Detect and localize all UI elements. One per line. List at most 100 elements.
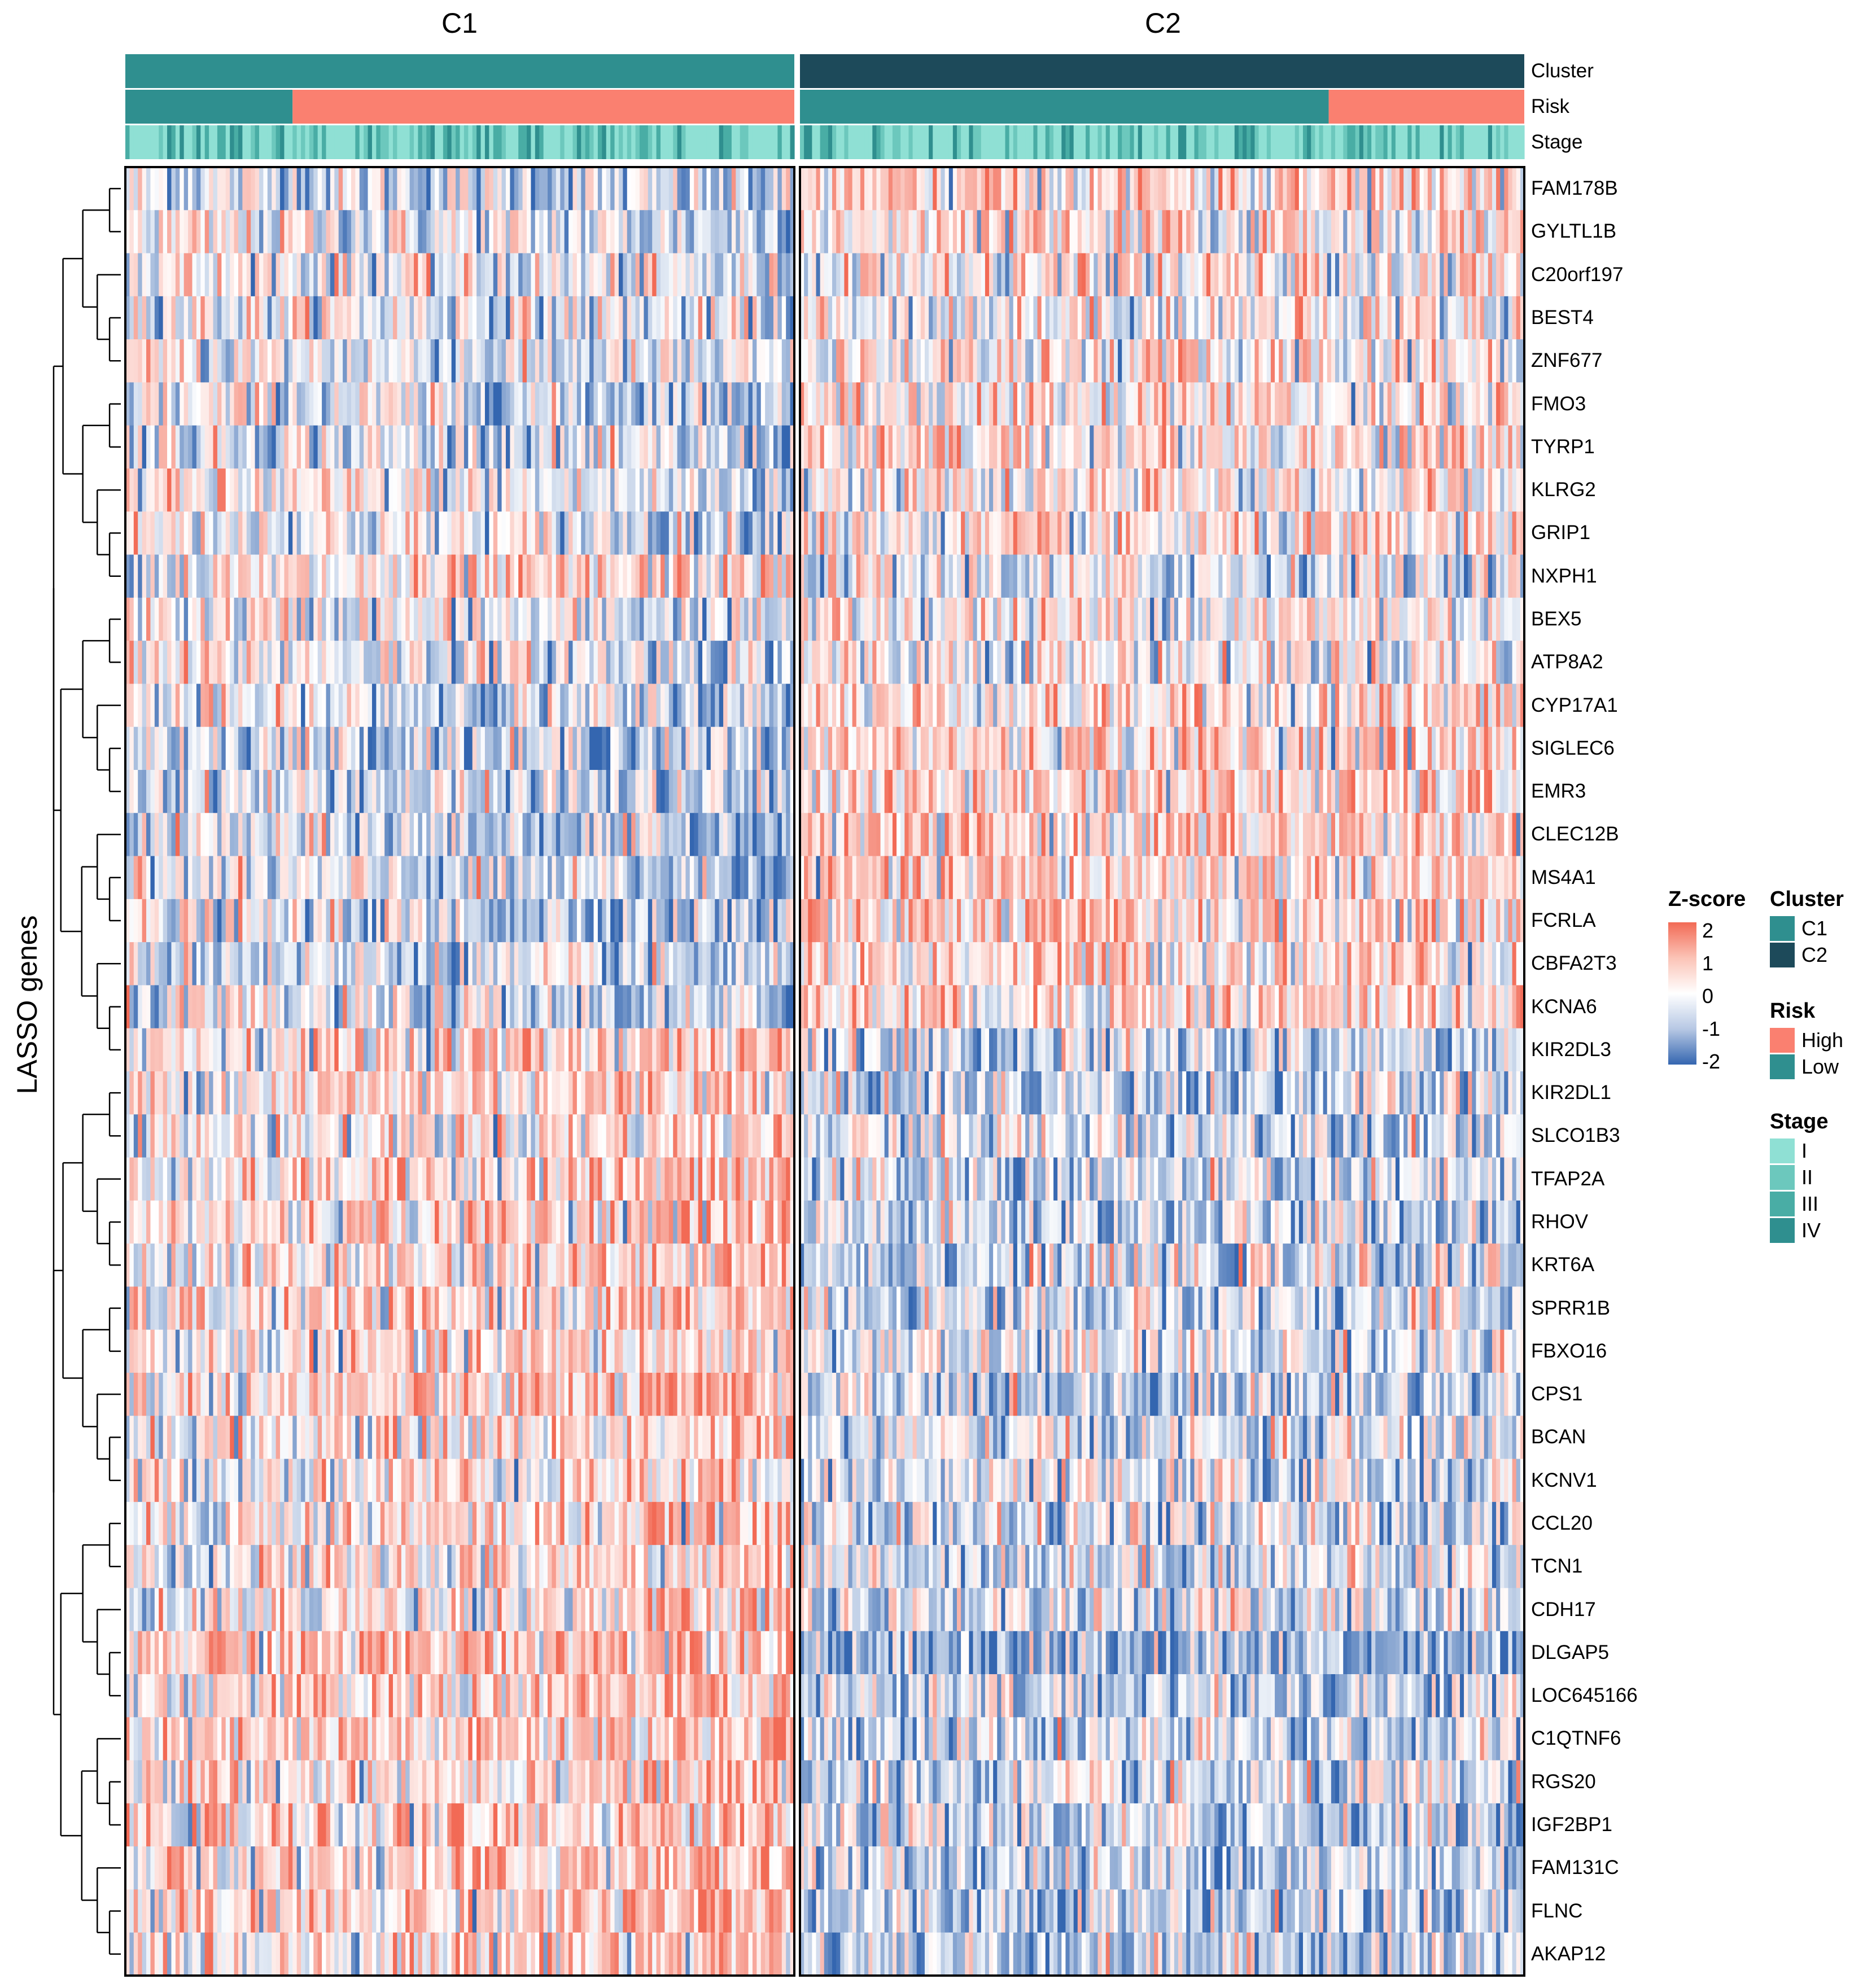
heatmap-cell <box>292 511 298 555</box>
stage-track-cell <box>1262 125 1267 159</box>
heatmap-cell <box>242 1329 247 1373</box>
heatmap-cell <box>275 641 281 685</box>
heatmap-cell <box>301 813 306 857</box>
heatmap-cell <box>163 1114 168 1158</box>
heatmap-cell <box>426 253 431 297</box>
heatmap-cell <box>447 813 452 857</box>
stage-track-cell <box>347 125 352 159</box>
heatmap-cell <box>183 985 189 1029</box>
heatmap-cell <box>188 1114 193 1158</box>
stage-track-cell <box>401 125 406 159</box>
heatmap-cell <box>585 726 590 770</box>
heatmap-cell <box>476 641 482 685</box>
heatmap-cell <box>685 511 690 555</box>
heatmap-cell <box>347 899 352 943</box>
heatmap-cell <box>602 511 607 555</box>
heatmap-cell <box>597 684 602 728</box>
heatmap-cell <box>347 1071 352 1115</box>
heatmap-cell <box>338 1286 343 1330</box>
heatmap-cell <box>242 641 247 685</box>
heatmap-cell <box>251 856 256 900</box>
heatmap-cell <box>476 382 482 426</box>
heatmap-cell <box>435 684 440 728</box>
heatmap-cell <box>213 511 218 555</box>
heatmap-cell <box>133 1329 138 1373</box>
heatmap-cell <box>355 425 360 469</box>
heatmap-cell <box>786 1071 791 1115</box>
stage-track-cell <box>576 125 581 159</box>
heatmap-cell <box>275 1157 281 1201</box>
heatmap-cell <box>259 899 264 943</box>
heatmap-cell <box>384 1329 390 1373</box>
heatmap-cell <box>313 684 318 728</box>
heatmap-cell <box>343 770 348 813</box>
heatmap-cell <box>501 770 506 813</box>
heatmap-cell <box>259 511 264 555</box>
heatmap-cell <box>581 899 586 943</box>
heatmap-cell <box>196 253 201 297</box>
heatmap-cell <box>677 210 682 254</box>
stage-track-cell <box>1065 125 1070 159</box>
heatmap-cell <box>272 942 277 986</box>
heatmap-cell <box>154 167 159 211</box>
heatmap-cell <box>200 597 205 641</box>
heatmap-cell <box>493 684 498 728</box>
heatmap-cell <box>576 899 581 943</box>
heatmap-cell <box>652 813 657 857</box>
heatmap-cell <box>138 1373 143 1416</box>
heatmap-cell <box>217 1071 222 1115</box>
heatmap-cell <box>397 382 402 426</box>
heatmap-cell <box>463 210 469 254</box>
heatmap-cell <box>368 770 373 813</box>
heatmap-cell <box>493 511 498 555</box>
heatmap-cell <box>790 942 795 986</box>
heatmap-cell <box>468 1028 473 1072</box>
heatmap-cell <box>146 425 151 469</box>
heatmap-cell <box>343 468 348 512</box>
heatmap-cell <box>376 942 381 986</box>
heatmap-cell <box>364 425 369 469</box>
heatmap-cell <box>435 210 440 254</box>
heatmap-cell <box>213 554 218 598</box>
heatmap-cell <box>146 468 151 512</box>
heatmap-cell <box>183 554 189 598</box>
heatmap-cell <box>138 1243 143 1288</box>
heatmap-cell <box>585 1071 590 1115</box>
heatmap-cell <box>355 1157 360 1201</box>
heatmap-cell <box>288 1028 293 1072</box>
heatmap-cell <box>522 253 527 297</box>
heatmap-cell <box>531 770 536 813</box>
heatmap-cell <box>639 1157 644 1201</box>
heatmap-cell <box>414 899 419 943</box>
stage-track-cell <box>1202 125 1207 159</box>
heatmap-cell <box>593 1329 598 1373</box>
heatmap-cell <box>769 1028 774 1072</box>
heatmap-cell <box>606 468 611 512</box>
heatmap-cell <box>644 554 649 598</box>
heatmap-cell <box>317 511 322 555</box>
heatmap-cell <box>510 641 515 685</box>
heatmap-cell <box>522 899 527 943</box>
heatmap-cell <box>694 942 699 986</box>
heatmap-cell <box>167 597 172 641</box>
heatmap-cell <box>263 597 268 641</box>
heatmap-cell <box>393 1071 398 1115</box>
stage-track-cell <box>1013 125 1018 159</box>
stage-track-cell <box>860 125 865 159</box>
heatmap-cell <box>133 1243 138 1288</box>
heatmap-cell <box>447 1028 452 1072</box>
heatmap-cell <box>756 899 762 943</box>
heatmap-cell <box>371 942 377 986</box>
heatmap-cell <box>146 1200 151 1244</box>
heatmap-cell <box>572 899 578 943</box>
stage-track-cell <box>1464 125 1468 159</box>
heatmap-cell <box>535 1200 540 1244</box>
heatmap-cell <box>568 856 574 900</box>
heatmap-cell <box>154 684 159 728</box>
heatmap-cell <box>230 985 235 1029</box>
heatmap-cell <box>786 554 791 598</box>
heatmap-cell <box>685 1157 690 1201</box>
heatmap-cell <box>698 1286 703 1330</box>
heatmap-cell <box>380 1243 385 1288</box>
heatmap-cell <box>564 511 569 555</box>
